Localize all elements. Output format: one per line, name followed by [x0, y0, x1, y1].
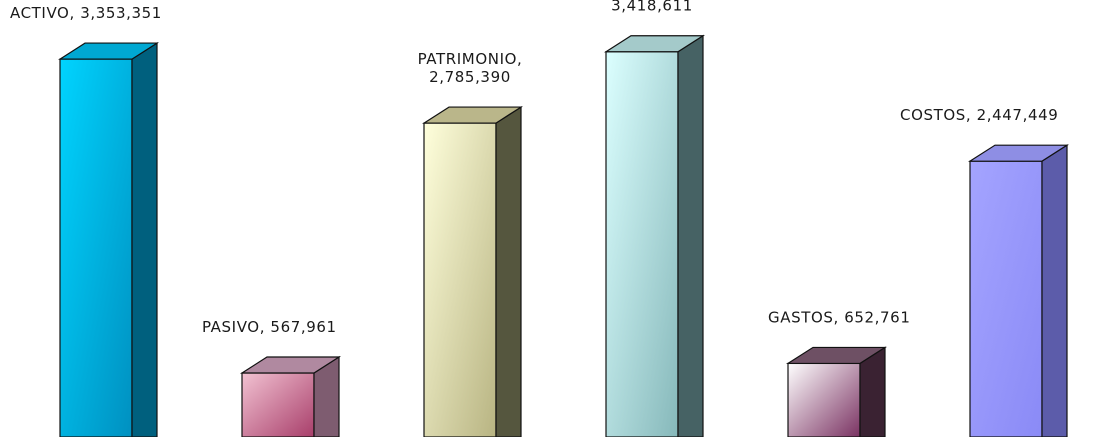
bar-front-gastos: [787, 362, 861, 437]
bar-side-activo: [131, 41, 158, 437]
bar-costos: [967, 144, 1070, 437]
bar-side-patrimonio: [495, 105, 522, 437]
data-label-pasivo: PASIVO, 567,961: [202, 318, 337, 336]
data-label-ingresos: INGRESOS,3,418,611: [608, 0, 696, 15]
bar-front-pasivo: [241, 372, 315, 437]
bar-activo: [57, 41, 160, 437]
bar-top-ingresos: [603, 35, 706, 53]
bar-front-patrimonio: [423, 122, 497, 437]
bar-gastos: [785, 346, 888, 437]
bar-side-costos: [1041, 144, 1068, 437]
data-label-gastos: GASTOS, 652,761: [768, 308, 910, 326]
data-label-activo: ACTIVO, 3,353,351: [10, 4, 162, 22]
bars-layer: [57, 34, 1070, 437]
bar-front-ingresos: [605, 51, 679, 437]
data-label-patrimonio: PATRIMONIO, 2,785,390: [418, 50, 523, 86]
bar-top-patrimonio: [421, 106, 524, 124]
bar-top-gastos: [785, 346, 888, 365]
bar-top-activo: [57, 42, 160, 60]
data-label-costos: COSTOS, 2,447,449: [900, 106, 1058, 124]
bar-patrimonio: [421, 105, 524, 437]
bar-pasivo: [239, 355, 342, 437]
bar-side-ingresos: [677, 34, 704, 437]
bar-front-costos: [969, 160, 1043, 437]
bar-top-costos: [967, 144, 1070, 162]
data-labels-layer: ACTIVO, 3,353,351 PASIVO, 567,961 PATRIMON…: [10, 0, 1058, 336]
bar-top-pasivo: [239, 356, 342, 374]
bar-ingresos: [603, 34, 706, 437]
bar-front-activo: [59, 58, 133, 437]
